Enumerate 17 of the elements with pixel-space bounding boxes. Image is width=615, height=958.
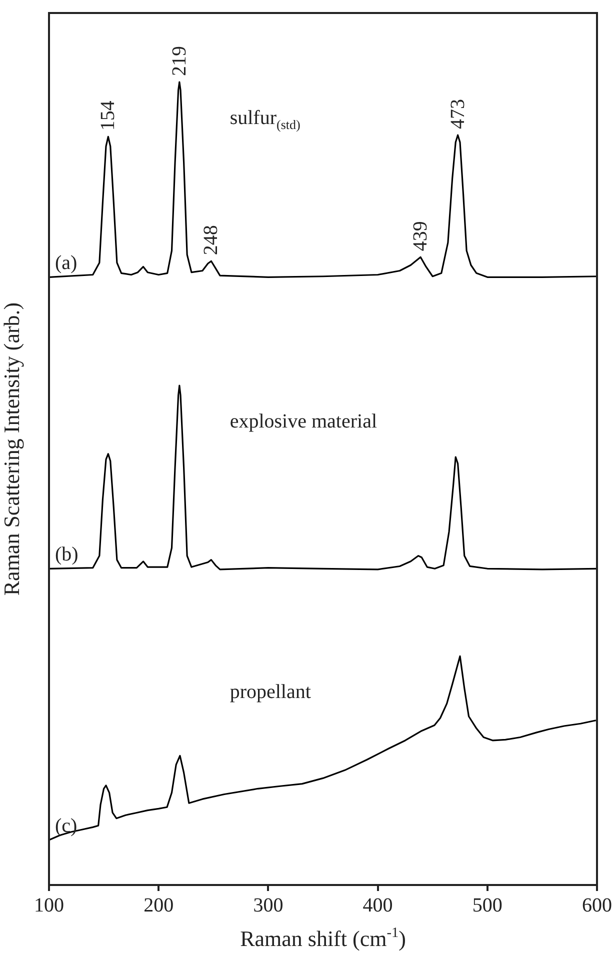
annotation: propellant [230, 681, 312, 704]
x-tick-label: 600 [582, 894, 612, 916]
x-tick-label: 100 [34, 894, 64, 916]
annotation: 473 [446, 99, 469, 130]
annotation: 248 [200, 225, 222, 256]
series-label: (a) [55, 252, 78, 274]
annotation: 154 [97, 100, 120, 131]
x-tick-label: 400 [362, 894, 393, 916]
annotation: explosive material [230, 410, 378, 433]
annotation: 219 [168, 46, 190, 76]
annotation: 439 [410, 221, 432, 252]
y-axis-title: Raman Scattering Intensity (arb.) [0, 302, 24, 596]
x-tick-label: 500 [472, 894, 502, 916]
series-label: (c) [55, 815, 78, 838]
x-tick-label: 300 [253, 894, 284, 916]
x-tick-label: 200 [144, 894, 174, 916]
series-label: (b) [55, 544, 78, 566]
